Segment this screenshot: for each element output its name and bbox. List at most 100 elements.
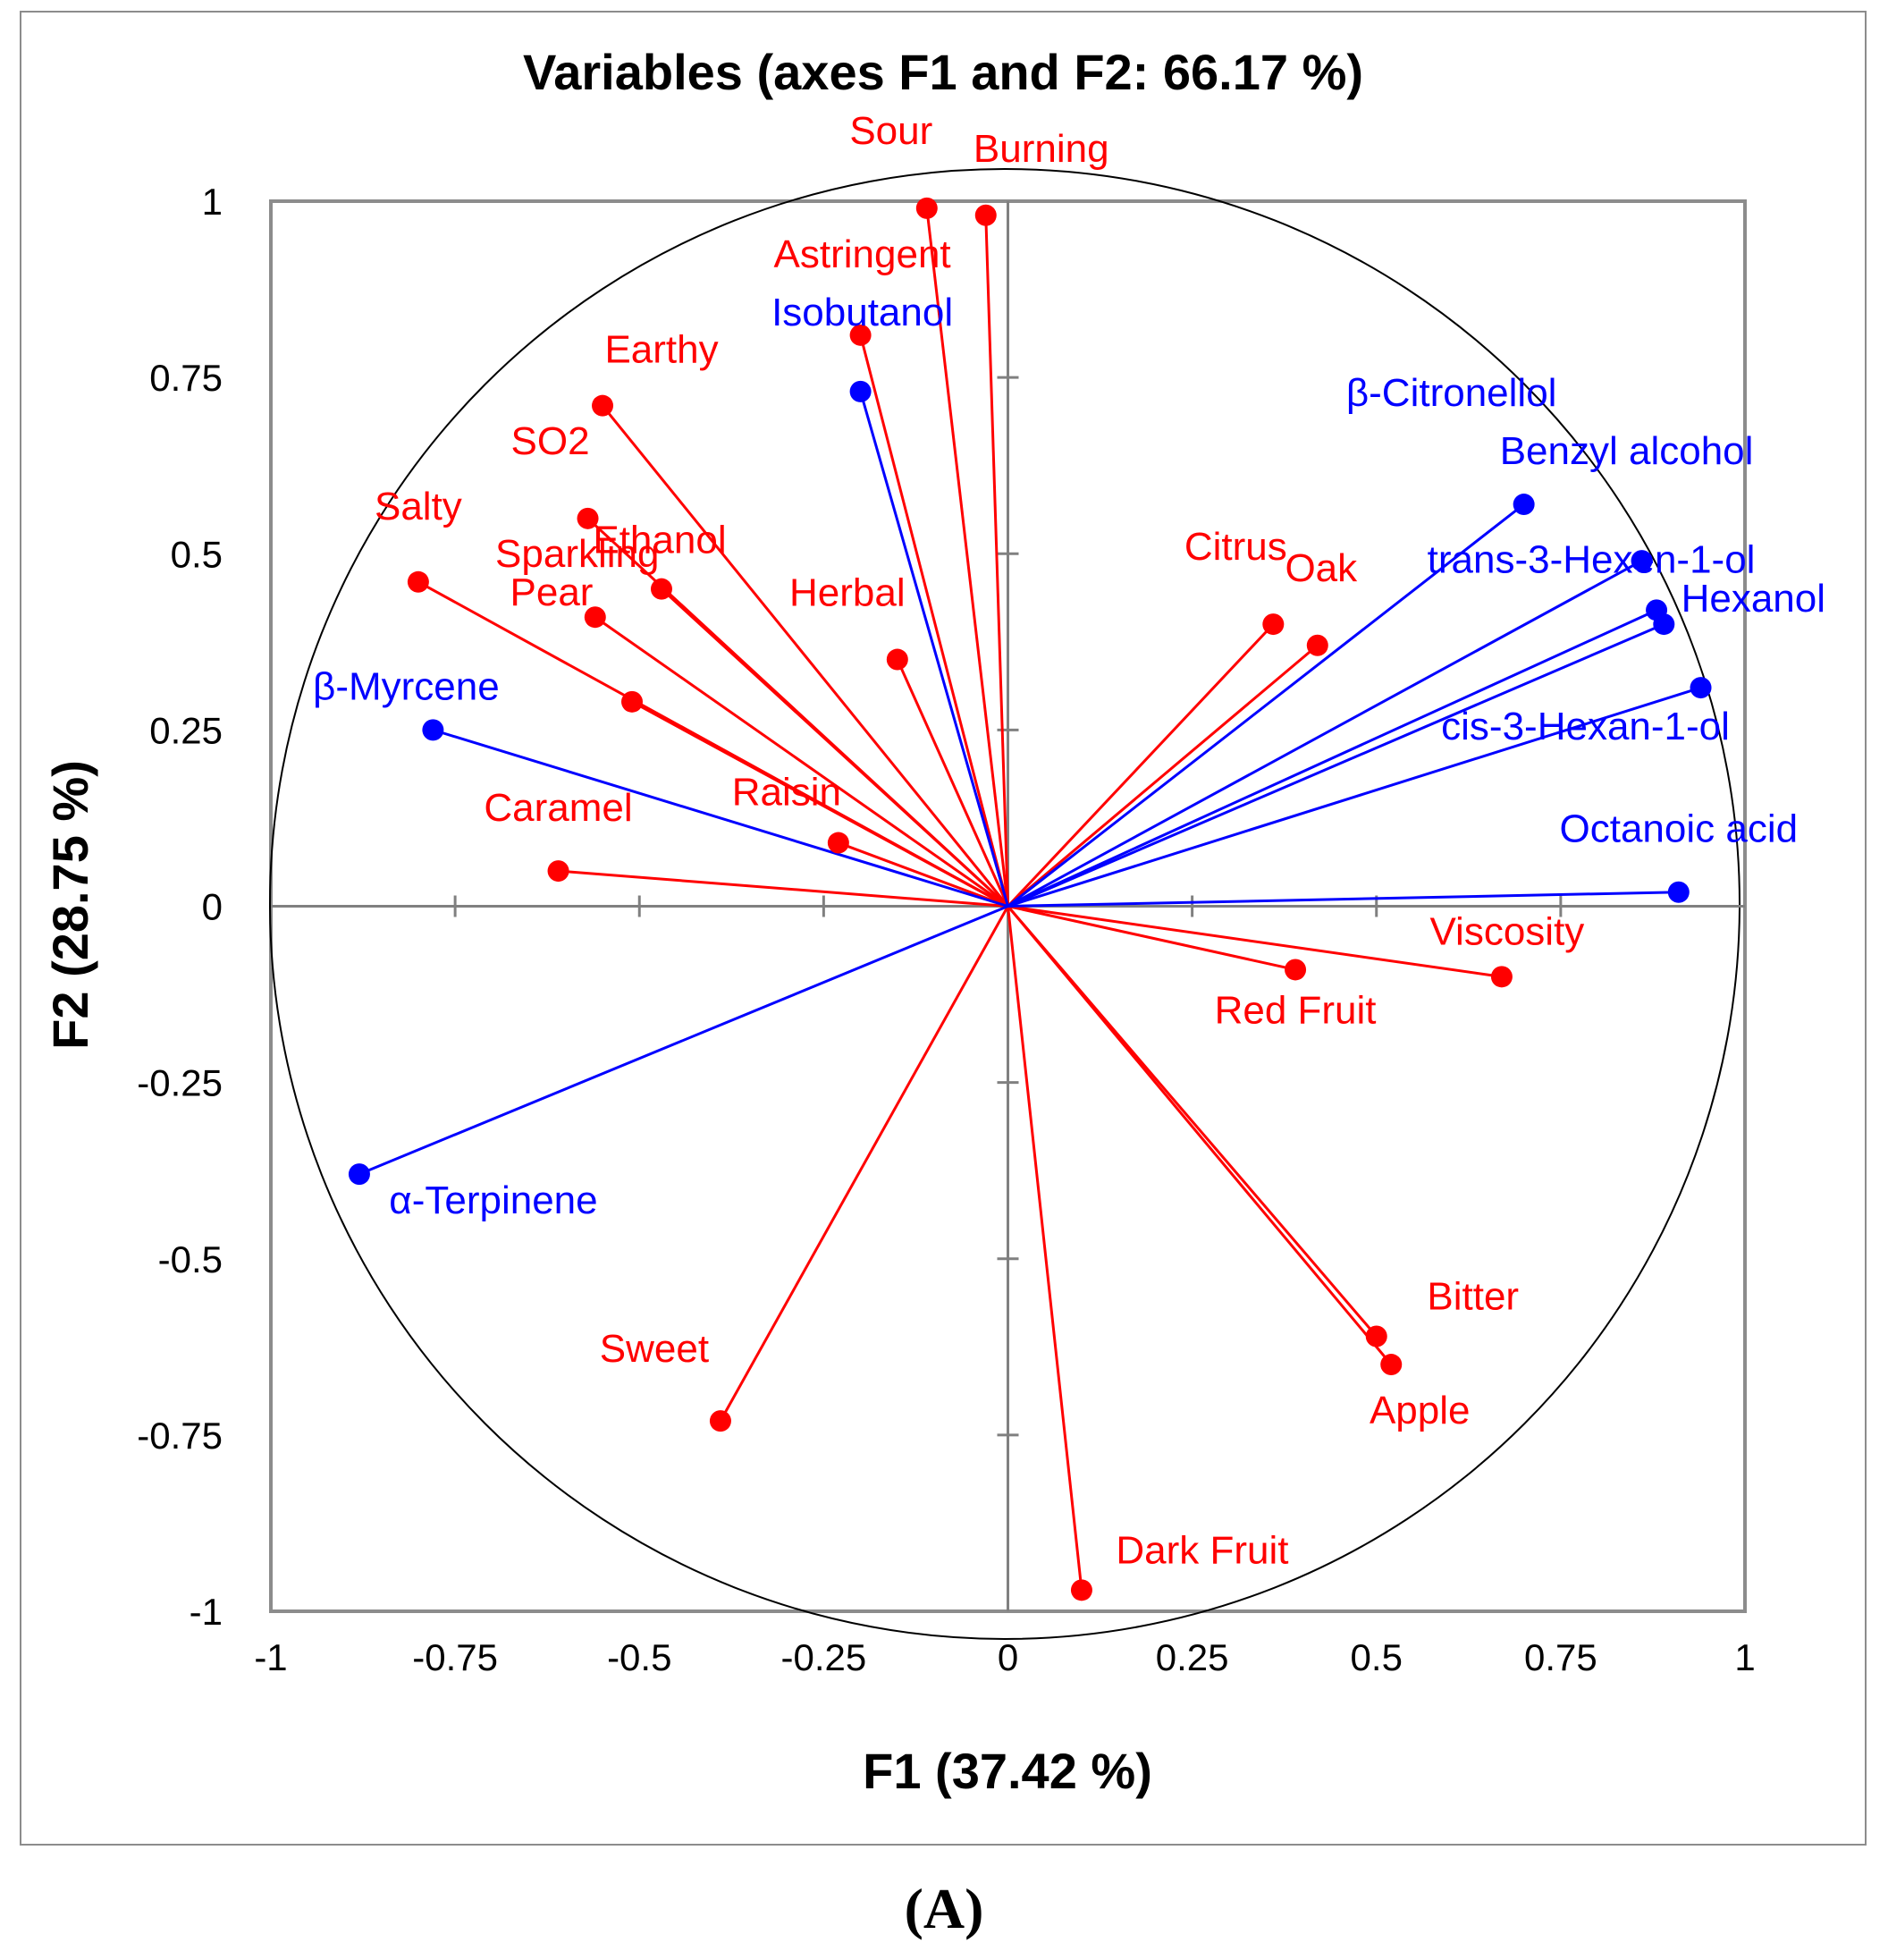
data-label: Isobutanol (771, 291, 953, 334)
x-tick-label: 1 (1734, 1636, 1755, 1678)
data-point (974, 204, 997, 226)
y-tick-label: -0.5 (158, 1238, 223, 1280)
vector-line (594, 615, 1009, 908)
y-tick-label: 0.25 (149, 709, 223, 751)
vector-line (1007, 608, 1657, 908)
data-point (1285, 959, 1307, 981)
data-label: β-Citronellol (1346, 371, 1557, 415)
x-tick-label: -0.5 (607, 1636, 671, 1678)
vector-line (1007, 905, 1393, 1365)
data-point (1490, 966, 1513, 988)
vector-line (1007, 559, 1643, 908)
data-label: Sweet (600, 1327, 709, 1371)
data-point (1070, 1579, 1092, 1601)
data-point (886, 648, 908, 671)
vector-line (925, 207, 1009, 907)
data-point (849, 380, 872, 402)
x-tick-label: 0.25 (1156, 1636, 1229, 1678)
y-tick-label: 0 (202, 886, 223, 928)
data-label: Hexanol (1682, 577, 1825, 621)
y-tick-label: -1 (190, 1591, 223, 1633)
data-label: trans-3-Hexen-1-ol (1428, 537, 1756, 581)
vector-line (1007, 891, 1679, 908)
data-label: Bitter (1427, 1274, 1519, 1318)
data-label: Raisin (732, 771, 841, 815)
vector-line (1007, 905, 1503, 978)
data-point (592, 394, 614, 417)
data-point (348, 1163, 370, 1186)
x-tick-label: -0.25 (781, 1636, 867, 1678)
data-label: Caramel (484, 786, 632, 830)
x-axis-title: F1 (37.42 %) (863, 1743, 1152, 1799)
vector-line (719, 905, 1009, 1422)
panel-caption: (A) (904, 1877, 984, 1940)
data-point (407, 570, 429, 593)
correlation-circle (269, 168, 1740, 1640)
y-tick-label: 1 (202, 181, 223, 223)
x-tick-label: 0.75 (1524, 1636, 1597, 1678)
y-tick-label: -0.25 (137, 1062, 223, 1104)
vector-line (1007, 503, 1525, 908)
data-label: Benzyl alcohol (1500, 429, 1754, 473)
vector-line (1007, 623, 1275, 908)
data-point (1262, 613, 1285, 636)
data-point (621, 690, 644, 713)
vector-line (1007, 622, 1665, 908)
data-label: Oak (1285, 546, 1358, 590)
x-tick-label: 0.5 (1351, 1636, 1403, 1678)
data-label: Sour (849, 109, 932, 153)
data-point (1306, 634, 1328, 656)
data-label: β-Myrcene (313, 664, 500, 708)
data-label: Citrus (1184, 525, 1287, 569)
data-point (709, 1410, 731, 1432)
vector-line (859, 334, 1009, 907)
chart-title: Variables (axes F1 and F2: 66.17 %) (523, 44, 1363, 100)
x-tick-label: 0 (998, 1636, 1018, 1678)
data-point (849, 324, 872, 346)
data-point (915, 197, 938, 219)
x-tick-label: -0.75 (412, 1636, 498, 1678)
vector-line (631, 700, 1009, 908)
vector-line (558, 869, 1008, 908)
data-point (1365, 1325, 1387, 1348)
data-label: Pear (510, 570, 594, 614)
data-point (1690, 677, 1712, 699)
data-label: Ethanol (593, 519, 726, 562)
data-point (1653, 613, 1675, 636)
x-tick-label: -1 (254, 1636, 287, 1678)
data-point (650, 578, 672, 600)
y-tick-label: 0.5 (171, 533, 223, 575)
data-label: Octanoic acid (1560, 807, 1799, 851)
data-point (547, 860, 569, 883)
vector-line (432, 728, 1008, 908)
data-point (577, 507, 599, 529)
vector-line (1007, 906, 1083, 1591)
data-label: SO2 (511, 419, 590, 463)
data-label: Sparkling (495, 532, 659, 576)
data-label: α-Terpinene (389, 1179, 597, 1222)
y-axis-title: F2 (28.75 %) (42, 760, 98, 1050)
vector-line (859, 391, 1009, 907)
data-label: Dark Fruit (1116, 1528, 1288, 1572)
data-point (1667, 881, 1690, 903)
vector-line (1007, 644, 1319, 908)
vector-line (660, 587, 1009, 908)
data-label: Astringent (774, 232, 951, 276)
data-label: Burning (974, 127, 1109, 171)
data-label: cis-3-Hexan-1-ol (1441, 705, 1730, 748)
vector-line (601, 404, 1009, 908)
data-point (1631, 550, 1653, 572)
vector-line (358, 905, 1009, 1176)
data-point (1513, 494, 1535, 516)
vector-line (1007, 686, 1701, 908)
data-label: Earthy (604, 328, 718, 372)
chart-frame (20, 11, 1867, 1846)
data-label: Red Fruit (1215, 988, 1377, 1032)
data-label: Herbal (789, 571, 906, 615)
data-point (422, 719, 444, 741)
data-point (1380, 1354, 1403, 1376)
data-point (584, 606, 606, 629)
data-point (827, 832, 849, 854)
data-label: Apple (1370, 1389, 1471, 1432)
